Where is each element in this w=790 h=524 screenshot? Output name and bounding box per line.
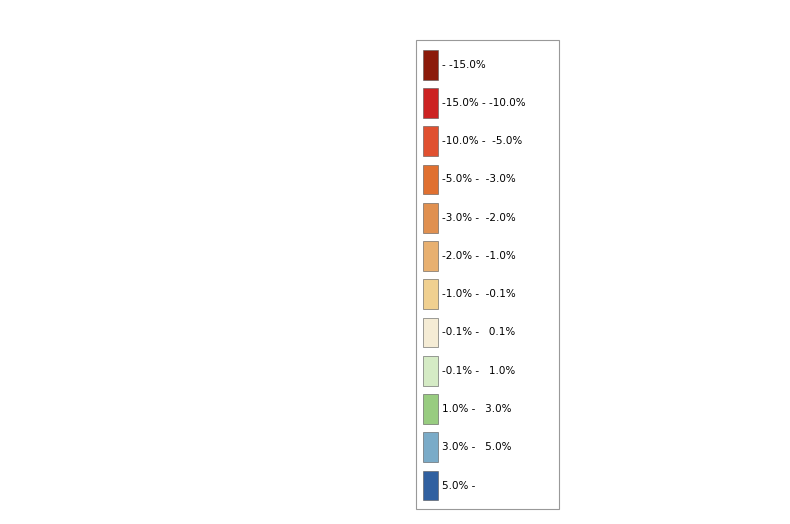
Bar <box>423 356 438 386</box>
Text: -1.0% -  -0.1%: -1.0% - -0.1% <box>442 289 516 299</box>
Text: -0.1% -   0.1%: -0.1% - 0.1% <box>442 328 516 337</box>
Bar <box>423 471 438 500</box>
Bar <box>416 40 559 509</box>
Bar <box>423 203 438 233</box>
Bar <box>423 318 438 347</box>
Text: -10.0% -  -5.0%: -10.0% - -5.0% <box>442 136 523 146</box>
Text: -0.1% -   1.0%: -0.1% - 1.0% <box>442 366 516 376</box>
Text: 3.0% -   5.0%: 3.0% - 5.0% <box>442 442 512 452</box>
Bar <box>423 88 438 118</box>
Bar <box>423 432 438 462</box>
Text: -15.0% - -10.0%: -15.0% - -10.0% <box>442 98 526 108</box>
Bar <box>423 279 438 309</box>
Text: -3.0% -  -2.0%: -3.0% - -2.0% <box>442 213 516 223</box>
Text: 1.0% -   3.0%: 1.0% - 3.0% <box>442 404 512 414</box>
Text: - -15.0%: - -15.0% <box>442 60 486 70</box>
Text: -2.0% -  -1.0%: -2.0% - -1.0% <box>442 251 516 261</box>
Text: -5.0% -  -3.0%: -5.0% - -3.0% <box>442 174 516 184</box>
Bar <box>423 165 438 194</box>
Bar <box>423 241 438 271</box>
Bar <box>423 394 438 424</box>
Bar <box>423 50 438 80</box>
Text: 5.0% -: 5.0% - <box>442 481 476 490</box>
Bar <box>423 126 438 156</box>
